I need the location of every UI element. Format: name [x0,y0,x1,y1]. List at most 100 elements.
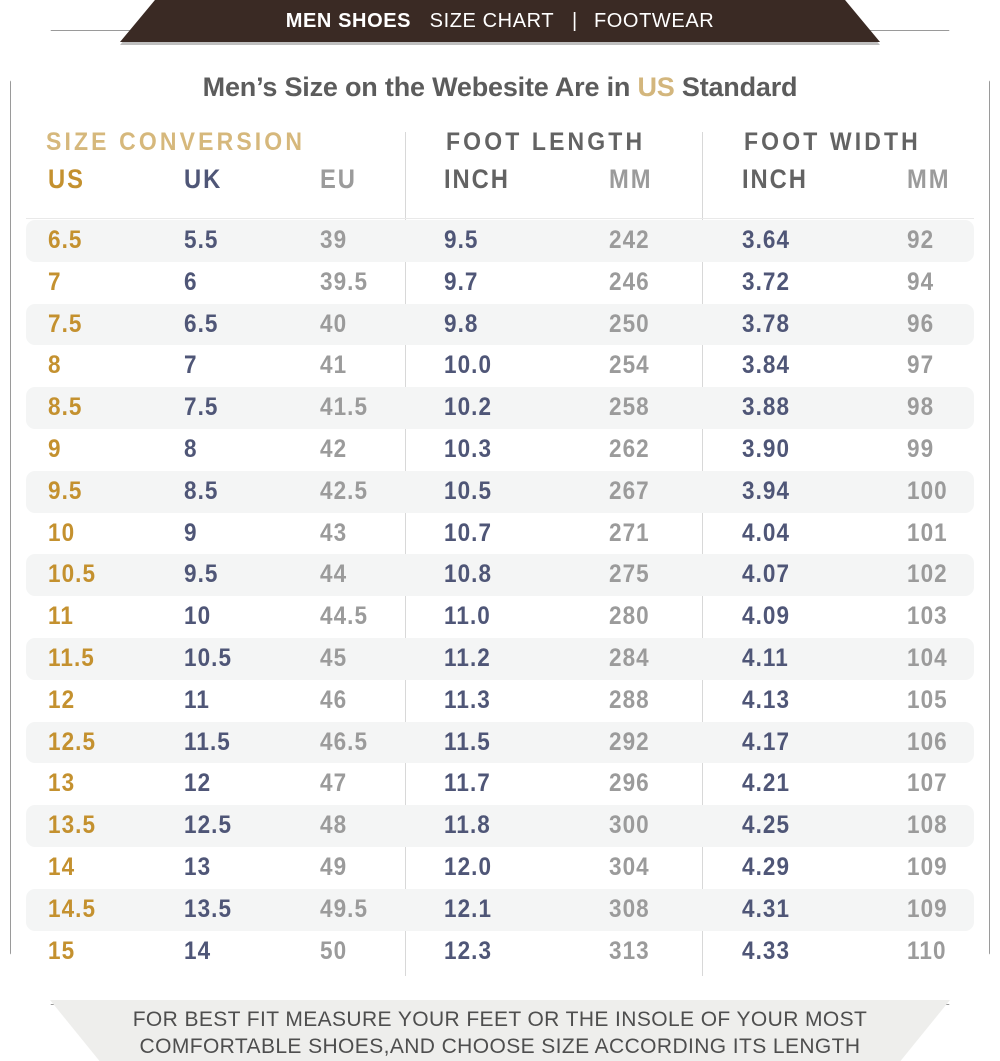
cell-eu: 42.5 [320,476,369,505]
cell-uk: 7.5 [184,393,219,422]
cell-len_inch: 10.8 [444,560,493,589]
cell-eu: 40 [320,309,348,338]
table-row: 11 10 44.5 11.0 280 4.09 103 [26,596,974,638]
size-table: SIZE CONVERSION FOOT LENGTH FOOT WIDTH U… [26,128,974,988]
cell-len_mm: 258 [609,393,650,422]
cell-uk: 9 [184,518,198,547]
cell-len_mm: 304 [609,852,650,881]
cell-wid_inch: 4.17 [742,727,791,756]
cell-wid_mm: 109 [907,852,948,881]
cell-wid_mm: 92 [907,226,935,254]
header-banner: MEN SHOES SIZE CHART | FOOTWEAR [120,0,880,42]
cell-eu: 44.5 [320,602,369,631]
cell-us: 14 [48,852,76,881]
cell-us: 11.5 [48,643,95,672]
cell-wid_inch: 4.09 [742,602,791,631]
cell-wid_inch: 4.11 [742,643,789,672]
cell-len_inch: 10.2 [444,393,493,422]
table-row: 12.5 11.5 46.5 11.5 292 4.17 106 [26,721,974,764]
cell-us: 9 [48,434,62,463]
cell-wid_inch: 4.21 [742,769,791,798]
cell-len_inch: 9.7 [444,267,479,296]
cell-eu: 48 [320,811,348,840]
footer-banner: FOR BEST FIT MEASURE YOUR FEET OR THE IN… [50,1000,950,1061]
cell-wid_inch: 3.88 [742,393,791,422]
table-row: 9 8 42 10.3 262 3.90 99 [26,429,974,471]
cell-wid_inch: 3.72 [742,267,791,296]
cell-uk: 7 [184,351,198,380]
cell-wid_mm: 102 [907,560,948,589]
table-row: 6.5 5.5 39 9.5 242 3.64 92 [26,220,974,262]
cell-wid_inch: 3.78 [742,309,791,338]
column-header-row: US UK EU INCH MM INCH MM [26,164,974,216]
cell-eu: 49 [320,852,348,881]
column-header-wid_inch: INCH [742,164,808,194]
cell-wid_mm: 110 [907,936,947,965]
cell-len_inch: 12.1 [444,894,493,923]
cell-len_mm: 242 [609,226,650,254]
cell-len_inch: 11.3 [444,685,491,714]
table-row: 7 6 39.5 9.7 246 3.72 94 [26,262,974,304]
cell-len_inch: 10.5 [444,476,493,505]
cell-wid_mm: 108 [907,811,948,840]
page-title-before: Men’s Size on the Webesite Are in [202,72,638,102]
cell-uk: 12.5 [184,811,233,840]
cell-len_mm: 292 [609,727,650,756]
group-header-row: SIZE CONVERSION FOOT LENGTH FOOT WIDTH [26,128,974,164]
cell-eu: 45 [320,643,348,672]
cell-len_inch: 10.7 [444,518,493,547]
cell-uk: 10 [184,602,212,631]
cell-wid_mm: 96 [907,309,935,338]
cell-us: 10.5 [48,560,97,589]
cell-wid_inch: 4.31 [742,894,791,923]
column-header-len_mm: MM [609,164,653,194]
cell-len_mm: 275 [609,560,650,589]
cell-us: 8.5 [48,393,83,422]
cell-us: 9.5 [48,476,83,505]
cell-len_mm: 313 [609,936,650,965]
page-title-after: Standard [674,72,798,102]
cell-wid_mm: 99 [907,434,935,463]
banner-title-strong: MEN SHOES [285,10,412,32]
cell-eu: 41 [320,351,348,380]
cell-us: 13 [48,769,76,798]
cell-wid_mm: 94 [907,267,935,296]
cell-uk: 9.5 [184,560,219,589]
cell-wid_inch: 3.64 [742,226,791,254]
cell-len_mm: 296 [609,769,650,798]
table-row: 12 11 46 11.3 288 4.13 105 [26,680,974,722]
cell-eu: 47 [320,769,348,798]
column-header-wid_mm: MM [907,164,951,194]
cell-wid_mm: 106 [907,727,948,756]
cell-uk: 13 [184,852,212,881]
cell-wid_inch: 4.33 [742,936,791,965]
cell-uk: 11.5 [184,727,231,756]
cell-len_mm: 246 [609,267,650,296]
banner-category: FOOTWEAR [593,10,715,32]
cell-eu: 49.5 [320,894,369,923]
cell-eu: 50 [320,936,348,965]
cell-len_mm: 250 [609,309,650,338]
cell-len_mm: 288 [609,685,650,714]
cell-len_inch: 9.8 [444,309,479,338]
group-header-foot-width: FOOT WIDTH [744,128,921,156]
cell-uk: 10.5 [184,643,233,672]
table-body: 6.5 5.5 39 9.5 242 3.64 92 7 6 39.5 9.7 246 3.72 94 7.… [26,220,974,972]
cell-len_mm: 284 [609,643,650,672]
cell-eu: 41.5 [320,393,369,422]
column-header-uk: UK [184,164,223,194]
header-rule [26,218,974,219]
column-header-eu: EU [320,164,357,194]
table-row: 13.5 12.5 48 11.8 300 4.25 108 [26,805,974,847]
cell-uk: 6 [184,267,198,296]
banner-title-light: SIZE CHART [429,10,554,32]
cell-len_inch: 12.3 [444,936,493,965]
cell-wid_inch: 3.90 [742,434,791,463]
cell-len_inch: 11.7 [444,769,491,798]
cell-us: 13.5 [48,811,97,840]
cell-len_inch: 10.0 [444,351,493,380]
group-header-size-conversion: SIZE CONVERSION [46,128,306,156]
table-row: 14 13 49 12.0 304 4.29 109 [26,847,974,889]
cell-wid_mm: 103 [907,602,948,631]
cell-uk: 5.5 [184,226,219,254]
